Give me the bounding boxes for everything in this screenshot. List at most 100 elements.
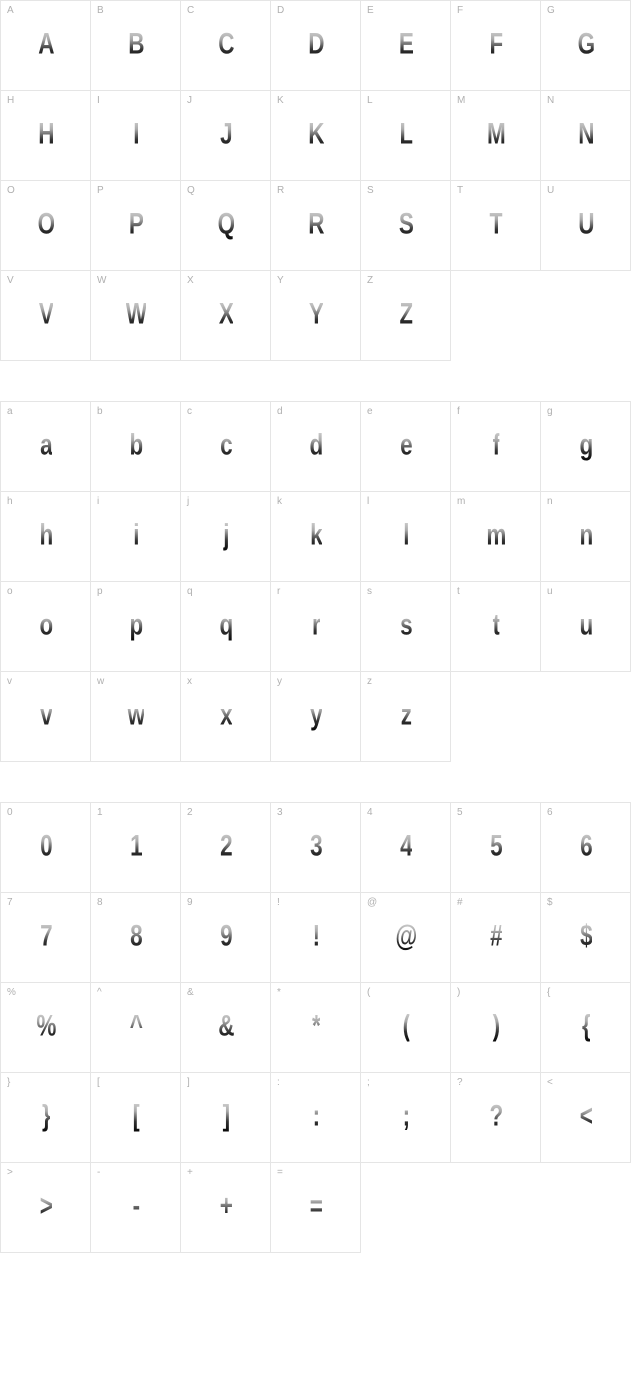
glyph-cell: OO — [1, 181, 91, 271]
glyph-preview: H — [38, 117, 54, 151]
glyph-label: = — [277, 1167, 283, 1178]
glyph-preview: k — [310, 518, 322, 552]
glyph-label: # — [457, 897, 463, 908]
glyph-label: Y — [277, 275, 284, 286]
glyph-label: V — [7, 275, 14, 286]
glyph-cell: ?? — [451, 1073, 541, 1163]
glyph-label: T — [457, 185, 463, 196]
glyph-label: v — [7, 676, 12, 687]
glyph-cell: pp — [91, 582, 181, 672]
glyph-cell: 99 — [181, 893, 271, 983]
glyph-preview: Q — [217, 207, 234, 241]
glyph-cell: !! — [271, 893, 361, 983]
charmap-section-lowercase: aabbccddeeffgghhiijjkkllmmnnooppqqrrsstt… — [0, 401, 640, 762]
glyph-cell: FF — [451, 1, 541, 91]
glyph-cell: yy — [271, 672, 361, 762]
glyph-label: i — [97, 496, 99, 507]
glyph-preview: G — [577, 27, 594, 61]
glyph-label: l — [367, 496, 369, 507]
glyph-label: 7 — [7, 897, 13, 908]
glyph-label: U — [547, 185, 554, 196]
glyph-preview: R — [308, 207, 324, 241]
glyph-preview: C — [218, 27, 234, 61]
glyph-preview: T — [489, 207, 502, 241]
glyph-preview: & — [218, 1009, 234, 1043]
glyph-label: a — [7, 406, 13, 417]
glyph-cell: xx — [181, 672, 271, 762]
glyph-label: ) — [457, 987, 460, 998]
glyph-cell: TT — [451, 181, 541, 271]
glyph-preview: K — [308, 117, 324, 151]
glyph-label: H — [7, 95, 14, 106]
glyph-cell: QQ — [181, 181, 271, 271]
glyph-preview: j — [223, 518, 229, 552]
glyph-cell: BB — [91, 1, 181, 91]
glyph-preview: [ — [132, 1099, 139, 1133]
glyph-cell: EE — [361, 1, 451, 91]
glyph-label: t — [457, 586, 460, 597]
glyph-cell: MM — [451, 91, 541, 181]
glyph-preview: 6 — [580, 829, 592, 863]
glyph-cell: YY — [271, 271, 361, 361]
glyph-cell: qq — [181, 582, 271, 672]
glyph-preview: S — [398, 207, 412, 241]
glyph-cell: 44 — [361, 803, 451, 893]
glyph-preview: ? — [489, 1099, 502, 1133]
glyph-preview: x — [220, 698, 232, 732]
glyph-label: $ — [547, 897, 553, 908]
glyph-label: w — [97, 676, 104, 687]
glyph-cell: gg — [541, 402, 631, 492]
glyph-preview: < — [579, 1099, 591, 1133]
glyph-preview: ) — [492, 1009, 499, 1043]
glyph-label: [ — [97, 1077, 100, 1088]
glyph-label: 9 — [187, 897, 193, 908]
glyph-cell: uu — [541, 582, 631, 672]
glyph-preview: q — [219, 608, 232, 642]
glyph-cell: VV — [1, 271, 91, 361]
glyph-label: K — [277, 95, 284, 106]
glyph-label: { — [547, 987, 550, 998]
glyph-cell: hh — [1, 492, 91, 582]
glyph-preview: t — [492, 608, 499, 642]
glyph-cell: ^^ — [91, 983, 181, 1073]
glyph-label: + — [187, 1167, 193, 1178]
glyph-preview: i — [133, 518, 139, 552]
glyph-label: 5 — [457, 807, 463, 818]
glyph-cell: JJ — [181, 91, 271, 181]
glyph-preview: c — [220, 428, 232, 462]
glyph-preview: { — [581, 1009, 589, 1043]
glyph-cell: << — [541, 1073, 631, 1163]
glyph-label: h — [7, 496, 13, 507]
glyph-label: > — [7, 1167, 13, 1178]
glyph-cell: >> — [1, 1163, 91, 1253]
glyph-cell: mm — [451, 492, 541, 582]
glyph-label: z — [367, 676, 372, 687]
glyph-preview: * — [311, 1009, 319, 1043]
glyph-cell: ;; — [361, 1073, 451, 1163]
glyph-cell: ss — [361, 582, 451, 672]
glyph-preview: 0 — [40, 829, 52, 863]
glyph-preview: y — [310, 698, 322, 732]
glyph-label: 3 — [277, 807, 283, 818]
glyph-preview: u — [579, 608, 592, 642]
glyph-preview: Y — [308, 297, 322, 331]
glyph-cell: -- — [91, 1163, 181, 1253]
glyph-label: q — [187, 586, 193, 597]
glyph-preview: 2 — [220, 829, 232, 863]
glyph-label: L — [367, 95, 373, 106]
glyph-label: Q — [187, 185, 195, 196]
glyph-label: 8 — [97, 897, 103, 908]
glyph-label: - — [97, 1167, 100, 1178]
glyph-label: X — [187, 275, 194, 286]
glyph-label: B — [97, 5, 104, 16]
glyph-preview: a — [40, 428, 52, 462]
glyph-preview: O — [37, 207, 54, 241]
glyph-preview: 9 — [220, 919, 232, 953]
glyph-cell: ## — [451, 893, 541, 983]
glyph-label: b — [97, 406, 103, 417]
glyph-label: y — [277, 676, 282, 687]
glyph-label: Z — [367, 275, 373, 286]
glyph-cell: bb — [91, 402, 181, 492]
glyph-label: 0 — [7, 807, 13, 818]
glyph-cell: 88 — [91, 893, 181, 983]
